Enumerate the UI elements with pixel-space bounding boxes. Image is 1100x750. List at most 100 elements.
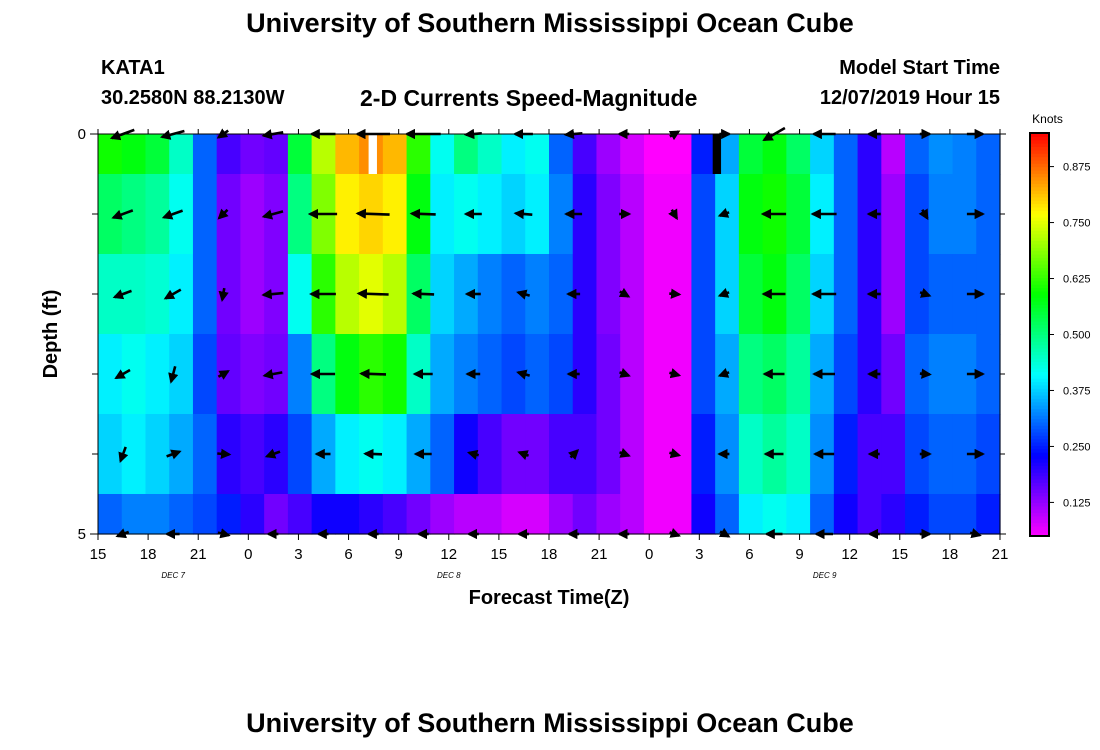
- heat-cell: [477, 334, 503, 415]
- colorbar-step: [1030, 287, 1049, 292]
- heat-cell: [430, 254, 455, 335]
- current-vector: [166, 449, 182, 460]
- heat-cell: [928, 174, 954, 255]
- colorbar-step: [1030, 341, 1049, 346]
- current-vector: [919, 287, 932, 298]
- current-vector: [517, 450, 530, 461]
- x-axis-title: Forecast Time(Z): [469, 587, 630, 609]
- heat-cell: [192, 414, 218, 495]
- current-vector: [218, 287, 229, 302]
- heat-cell: [857, 134, 882, 175]
- colorbar-step: [1030, 428, 1049, 433]
- heat-cell: [240, 334, 265, 415]
- heat-cell: [738, 494, 764, 535]
- colorbar-step: [1030, 250, 1049, 255]
- heat-cell: [121, 414, 147, 495]
- colorbar-step: [1030, 411, 1049, 416]
- heat-cell: [786, 334, 811, 415]
- current-vector: [516, 289, 531, 300]
- colorbar-step: [1030, 388, 1049, 393]
- current-vector: [919, 368, 932, 379]
- colorbar-step: [1030, 478, 1049, 483]
- colorbar-step: [1030, 374, 1049, 379]
- colorbar-step: [1030, 324, 1049, 329]
- colorbar-step: [1030, 290, 1049, 295]
- heat-cell: [145, 494, 170, 535]
- heat-cell: [477, 134, 503, 175]
- colorbar-step: [1030, 227, 1049, 231]
- heat-cell: [454, 134, 479, 175]
- data-gaps: [368, 134, 722, 174]
- heat-cell: [881, 134, 906, 175]
- heat-cell: [145, 414, 170, 495]
- colorbar-step: [1030, 505, 1049, 510]
- heat-cell: [169, 134, 194, 175]
- colorbar-step: [1030, 193, 1049, 198]
- heat-cell: [240, 134, 265, 175]
- heat-cell: [905, 494, 930, 535]
- heat-cell: [287, 494, 313, 535]
- current-speed-chart: 15 18 21 0 3 6 9 12 15 18 21 0 3 6 9 12 15 18 21 DEC 7 DEC 8…: [40, 112, 1091, 609]
- colorbar-step: [1030, 314, 1049, 319]
- heat-cell: [430, 414, 455, 495]
- heat-cell: [667, 134, 693, 175]
- colorbar-step: [1030, 200, 1049, 205]
- heat-cell: [98, 494, 123, 535]
- current-vector: [359, 368, 387, 380]
- colorbar-step: [1030, 253, 1049, 258]
- heat-cell: [596, 334, 621, 415]
- current-vector: [161, 209, 184, 220]
- colorbar-step: [1030, 347, 1049, 352]
- heat-cell: [928, 494, 954, 535]
- colorbar-step: [1030, 344, 1049, 349]
- heat-cell: [643, 174, 669, 255]
- heat-cell: [454, 494, 479, 535]
- x-tick-label: 6: [344, 546, 352, 563]
- current-vector: [409, 208, 436, 220]
- heat-cell: [240, 494, 265, 535]
- heat-cell: [738, 134, 764, 175]
- colorbar-tick-label: 0.625: [1063, 274, 1091, 286]
- x-tick-label: 3: [294, 546, 302, 563]
- heat-cell: [715, 494, 740, 535]
- colorbar-step: [1030, 515, 1049, 520]
- current-vector: [466, 449, 480, 460]
- current-vector: [262, 369, 283, 380]
- heat-cell: [786, 494, 811, 535]
- colorbar-step: [1030, 499, 1049, 504]
- current-vector: [619, 367, 631, 378]
- heat-cell: [335, 334, 360, 415]
- heat-cell: [121, 494, 147, 535]
- heat-cell: [335, 494, 360, 535]
- heat-cell: [691, 134, 716, 175]
- colorbar-step: [1030, 180, 1049, 184]
- heat-cell: [382, 414, 408, 495]
- heat-cell: [667, 174, 693, 255]
- heat-cell: [145, 134, 170, 175]
- colorbar-step: [1030, 438, 1049, 443]
- colorbar-step: [1030, 166, 1049, 171]
- heat-cell: [881, 494, 906, 535]
- colorbar-step: [1030, 435, 1049, 440]
- colorbar-step: [1030, 210, 1049, 215]
- heat-cell: [857, 494, 882, 535]
- heat-cell: [216, 174, 242, 255]
- colorbar-step: [1030, 445, 1049, 450]
- colorbar-step: [1030, 337, 1049, 342]
- colorbar-step: [1030, 512, 1049, 517]
- current-vector: [918, 208, 929, 221]
- x-tick-label: 12: [841, 546, 858, 563]
- colorbar-step: [1030, 240, 1049, 245]
- heat-cell: [928, 254, 954, 335]
- x-tick-label: 9: [394, 546, 402, 563]
- colorbar-step: [1030, 149, 1049, 154]
- heat-cell: [382, 494, 408, 535]
- colorbar-step: [1030, 196, 1049, 201]
- heat-cell: [192, 494, 218, 535]
- colorbar-step: [1030, 431, 1049, 436]
- colorbar-step: [1030, 163, 1049, 168]
- colorbar-step: [1030, 364, 1049, 369]
- speed-heatmap: [98, 134, 1001, 535]
- station-id: KATA1: [101, 57, 165, 79]
- heat-cell: [643, 494, 669, 535]
